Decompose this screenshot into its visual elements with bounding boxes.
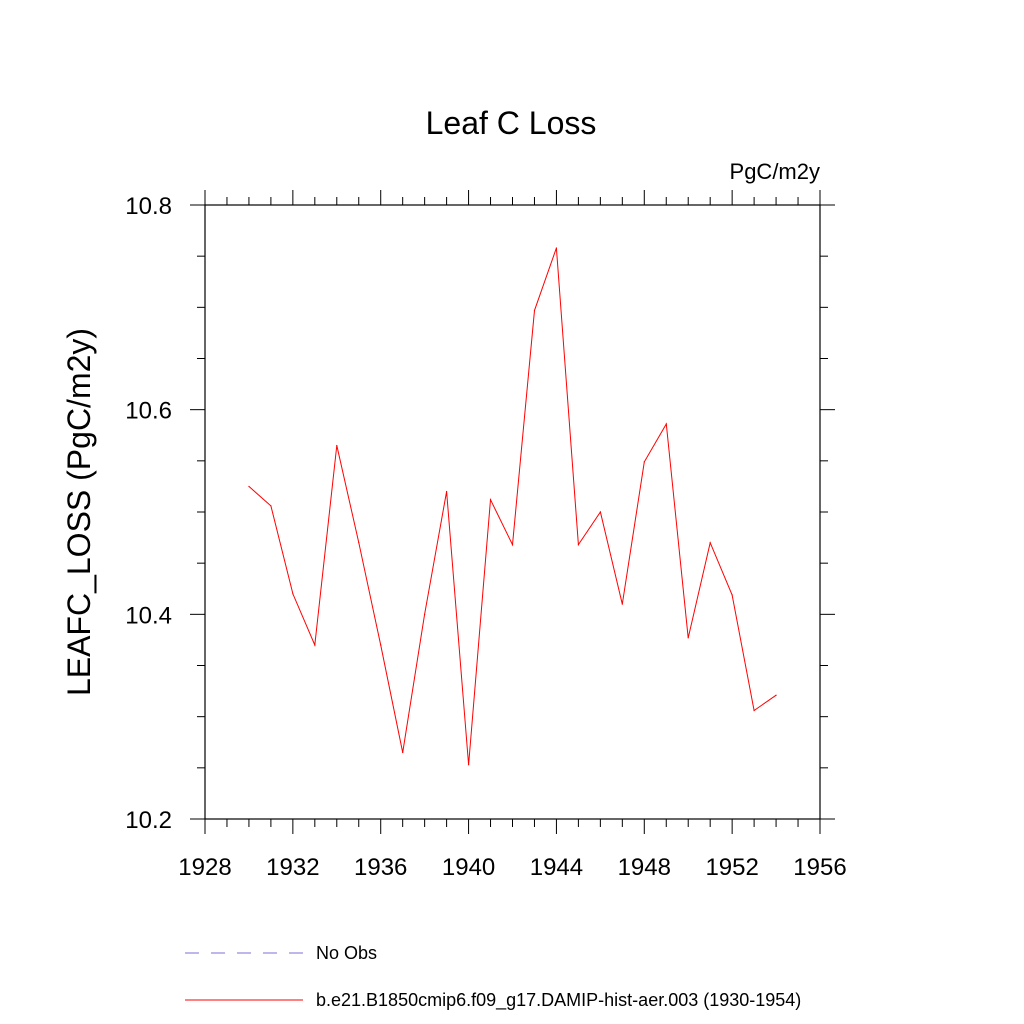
y-tick-labels: 10.2 10.4 10.6 10.8 xyxy=(125,193,172,834)
data-point xyxy=(292,593,294,595)
data-point xyxy=(248,485,250,488)
data-point xyxy=(533,309,536,312)
x-tick-label: 1940 xyxy=(442,854,495,881)
data-point xyxy=(336,444,338,447)
legend-label-no-obs: No Obs xyxy=(316,943,377,963)
data-point xyxy=(709,542,711,544)
legend: No Obs b.e21.B1850cmip6.f09_g17.DAMIP-hi… xyxy=(185,943,801,1011)
x-tick-label: 1948 xyxy=(618,854,671,881)
plot-frame xyxy=(204,204,821,820)
x-tick-label: 1944 xyxy=(530,854,583,881)
data-point xyxy=(380,644,382,646)
data-point xyxy=(555,247,558,249)
y-tick-label: 10.8 xyxy=(125,193,172,220)
major-ticks xyxy=(190,190,835,834)
x-tick-label: 1952 xyxy=(705,854,758,881)
units-label: PgC/m2y xyxy=(730,159,820,184)
data-point xyxy=(753,709,755,712)
x-tick-label: 1956 xyxy=(793,854,846,881)
data-point xyxy=(621,603,623,605)
data-point xyxy=(314,644,316,646)
x-tick-labels: 1928 1932 1936 1940 1944 1948 1952 1956 xyxy=(178,854,846,881)
chart-title: Leaf C Loss xyxy=(426,105,597,141)
data-point xyxy=(489,499,492,501)
x-tick-label: 1936 xyxy=(354,854,407,881)
minor-ticks xyxy=(197,197,828,827)
data-point xyxy=(731,594,733,596)
data-point xyxy=(511,544,514,546)
data-point xyxy=(643,461,645,463)
data-point xyxy=(599,511,601,513)
series-line xyxy=(248,247,777,765)
y-tick-label: 10.4 xyxy=(125,602,172,629)
data-point xyxy=(577,544,579,546)
data-point xyxy=(446,490,448,493)
series-layer xyxy=(248,247,777,766)
y-axis-label: LEAFC_LOSS (PgC/m2y) xyxy=(61,328,97,696)
legend-label-model: b.e21.B1850cmip6.f09_g17.DAMIP-hist-aer.… xyxy=(316,990,801,1011)
data-point xyxy=(358,542,360,544)
y-tick-label: 10.2 xyxy=(125,807,172,834)
data-point xyxy=(687,637,689,639)
y-tick-label: 10.6 xyxy=(125,398,172,425)
data-point xyxy=(270,505,272,507)
data-point xyxy=(424,613,426,615)
data-point xyxy=(665,423,667,425)
x-tick-label: 1928 xyxy=(178,854,231,881)
x-tick-label: 1932 xyxy=(266,854,319,881)
data-point xyxy=(775,694,777,696)
data-point xyxy=(402,751,404,754)
data-point xyxy=(467,764,470,766)
